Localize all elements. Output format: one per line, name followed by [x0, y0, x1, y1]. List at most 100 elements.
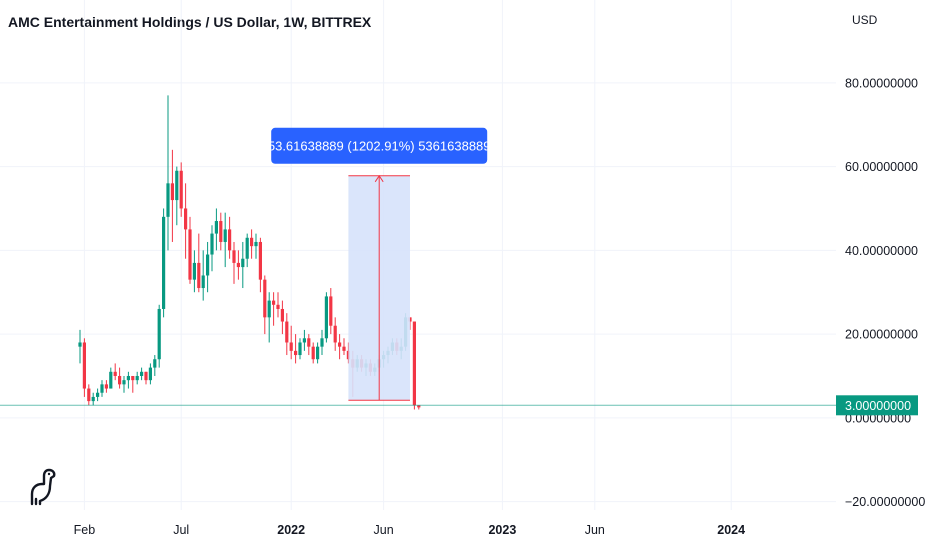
candle — [192, 250, 196, 293]
candle-body — [302, 338, 306, 343]
candle — [412, 321, 416, 410]
candle — [206, 241, 210, 293]
candle-body — [82, 342, 86, 389]
candle-body — [131, 375, 135, 381]
candle-body — [148, 367, 152, 381]
candle-body — [192, 262, 196, 280]
candle-body — [298, 342, 302, 356]
candle-body — [135, 375, 139, 381]
candle-body — [223, 229, 227, 242]
candle-body — [232, 250, 236, 263]
candle-body — [338, 342, 342, 347]
candle-body — [316, 346, 320, 360]
candle — [417, 405, 421, 410]
candle-body — [267, 300, 271, 318]
candle — [170, 149, 174, 242]
candle-body — [250, 237, 254, 247]
candle — [144, 371, 148, 385]
candle-body — [162, 216, 166, 309]
y-tick-label: 20.00000000 — [845, 328, 918, 342]
candle — [96, 388, 100, 402]
candle-body — [184, 208, 188, 230]
candle — [219, 212, 223, 251]
candle — [298, 338, 302, 360]
candle-body — [91, 396, 95, 402]
currency-label: USD — [852, 13, 878, 27]
candle — [162, 208, 166, 318]
candle — [263, 275, 267, 335]
candle-body — [307, 338, 311, 347]
candle — [316, 342, 320, 364]
candle-body — [254, 241, 258, 247]
candle — [307, 334, 311, 356]
candle-body — [118, 375, 122, 385]
candle — [153, 355, 157, 376]
candle-body — [311, 346, 315, 360]
candle — [250, 229, 254, 259]
measure-label: 53.61638889 (1202.91%) 5361638889 — [268, 138, 491, 153]
candle — [113, 363, 117, 381]
x-axis: Feb Jul 2022 Jun 2023 Jun 2024 — [74, 523, 746, 537]
measure-arrow-head-icon — [374, 174, 384, 183]
candle — [245, 233, 249, 268]
candle — [126, 371, 130, 389]
candle — [320, 329, 324, 356]
candle — [188, 216, 192, 284]
candle — [236, 250, 240, 280]
candle-body — [100, 384, 104, 393]
candles — [0, 95, 836, 410]
y-tick-label: 60.00000000 — [845, 160, 918, 174]
candle — [228, 216, 232, 259]
x-tick-label: 2024 — [717, 523, 745, 537]
candle-body — [228, 229, 232, 251]
candle-body — [329, 296, 333, 326]
candle — [276, 292, 280, 318]
candle-body — [157, 308, 161, 360]
current-price-tag — [836, 395, 918, 416]
grid-lines — [0, 0, 836, 510]
candle-body — [78, 342, 82, 347]
candle — [87, 384, 91, 406]
candle — [210, 225, 214, 272]
candle — [289, 325, 293, 360]
candle — [157, 304, 161, 368]
chart-title: AMC Entertainment Holdings / US Dollar, … — [8, 14, 372, 30]
candle-body — [294, 350, 298, 356]
candle — [166, 95, 170, 251]
candle — [329, 288, 333, 335]
candle-body — [104, 384, 108, 389]
candle-body — [289, 342, 293, 351]
candle — [280, 300, 284, 335]
y-tick-label: 80.00000000 — [845, 76, 918, 90]
candle — [285, 313, 289, 356]
candle-body — [320, 338, 324, 347]
candle-body — [153, 359, 157, 368]
candle — [254, 233, 258, 259]
candle — [342, 338, 346, 356]
candle — [324, 292, 328, 343]
candle-body — [324, 296, 328, 339]
candle — [135, 371, 139, 385]
candle — [148, 363, 152, 385]
x-tick-label: 2022 — [277, 523, 305, 537]
candle — [241, 241, 245, 289]
candle — [267, 292, 271, 343]
candle — [140, 367, 144, 381]
candle-body — [109, 371, 113, 389]
x-tick-label: Feb — [74, 523, 96, 537]
candle — [78, 329, 82, 364]
candle-body — [96, 392, 100, 397]
candle-body — [417, 405, 421, 408]
candle-body — [245, 237, 249, 259]
current-price-label: 3.00000000 — [845, 399, 911, 413]
x-tick-label: Jul — [173, 523, 189, 537]
candle — [197, 233, 201, 293]
candle — [175, 166, 179, 226]
candle — [223, 212, 227, 268]
candle-body — [285, 321, 289, 343]
candle-body — [144, 371, 148, 381]
candle — [333, 317, 337, 351]
candle-body — [241, 258, 245, 268]
